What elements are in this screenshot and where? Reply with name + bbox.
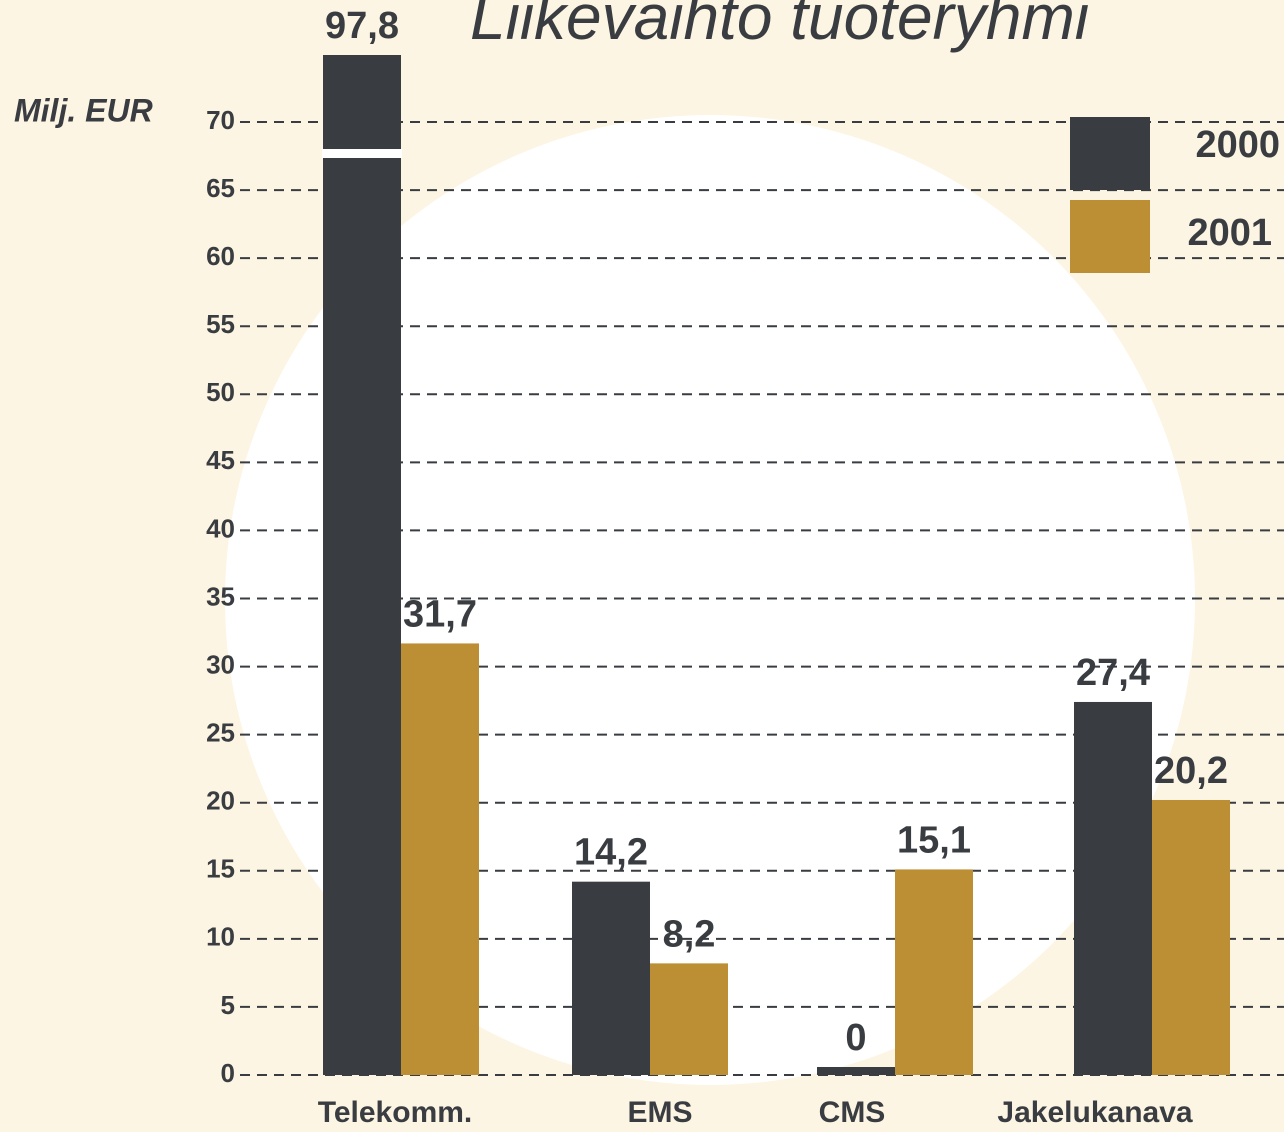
- y-tick-label: 40: [206, 513, 235, 543]
- bar: [817, 1067, 895, 1075]
- bar: [323, 55, 401, 1075]
- bar: [1152, 799, 1230, 1075]
- legend-swatch: [1070, 200, 1150, 273]
- value-label: 27,4: [1076, 652, 1150, 694]
- bar: [401, 643, 479, 1075]
- legend-label: 2001: [1187, 212, 1272, 254]
- y-tick-label: 45: [206, 445, 235, 475]
- chart-title: Liikevaihto tuoteryhmi: [470, 0, 1091, 53]
- y-tick-label: 15: [206, 854, 235, 884]
- value-label: 0: [845, 1017, 866, 1059]
- x-tick-label: EMS: [627, 1096, 692, 1129]
- x-tick-label: Jakelukanava: [997, 1096, 1192, 1129]
- y-tick-label: 65: [206, 173, 235, 203]
- legend-swatch: [1070, 117, 1150, 190]
- y-tick-label: 55: [206, 309, 235, 339]
- y-tick-label: 20: [206, 786, 235, 816]
- value-label: 14,2: [574, 832, 648, 874]
- value-label: 15,1: [897, 819, 971, 861]
- x-tick-label: CMS: [819, 1096, 886, 1129]
- y-tick-label: 0: [221, 1058, 235, 1088]
- y-tick-label: 25: [206, 718, 235, 748]
- bar: [895, 869, 973, 1075]
- y-tick-label: 30: [206, 649, 235, 679]
- y-tick-label: 60: [206, 241, 235, 271]
- x-tick-label: Telekomm.: [318, 1096, 473, 1129]
- axis-break: [322, 149, 402, 158]
- y-axis-label: Milj. EUR: [14, 92, 153, 128]
- legend-label: 2000: [1195, 124, 1280, 166]
- value-label: 20,2: [1154, 750, 1228, 792]
- y-tick-label: 10: [206, 922, 235, 952]
- value-label: 97,8: [325, 5, 399, 47]
- bar: [650, 963, 728, 1075]
- value-label: 31,7: [403, 593, 477, 635]
- bar: [1074, 701, 1152, 1075]
- y-tick-label: 50: [206, 377, 235, 407]
- y-tick-label: 35: [206, 581, 235, 611]
- y-tick-label: 5: [221, 990, 235, 1020]
- bar: [572, 881, 650, 1075]
- y-tick-label: 70: [206, 105, 235, 135]
- value-label: 8,2: [663, 913, 716, 955]
